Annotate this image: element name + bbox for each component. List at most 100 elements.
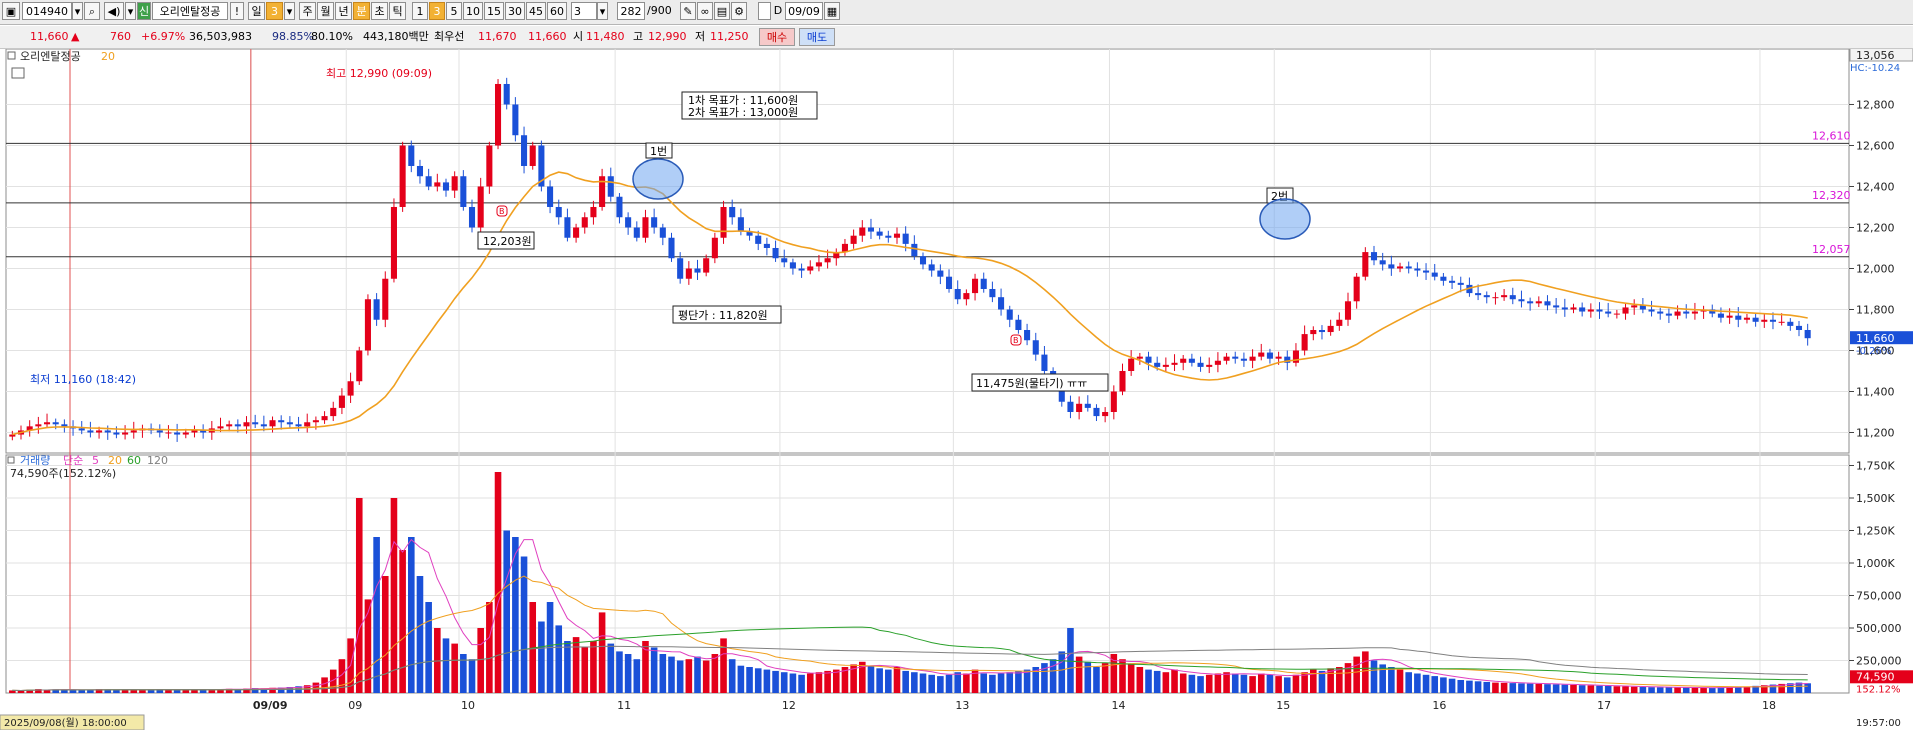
volume-bar [1084,661,1092,693]
candle-body [1691,311,1698,314]
candle-body [1310,329,1317,335]
volume-bar [1526,683,1534,693]
credit-icon: 신 [137,2,151,20]
period-minute-button[interactable]: 분 [353,2,370,20]
d-checkbox[interactable] [758,2,771,20]
stock-name-field[interactable]: 오리엔탈정공 [152,2,228,20]
volume-bar [156,689,164,693]
volume-bar [1405,672,1412,693]
count-dropdown-icon[interactable]: ▾ [597,2,608,20]
panel-menu-icon[interactable] [11,67,25,79]
volume-value: 36,503,983 [189,30,252,43]
volume-bar [659,654,667,693]
minute-3-button[interactable]: 3 [429,2,445,20]
period-tick-button[interactable]: 틱 [389,2,406,20]
candle-body [1396,266,1404,269]
code-input[interactable]: 014940 [22,2,72,20]
volume-bar [1734,686,1742,693]
buy-button[interactable]: 매수 [759,28,795,46]
period-month-button[interactable]: 월 [317,2,334,20]
volume-tick-label: 500,000 [1856,622,1902,635]
candle-body [399,145,406,207]
save-icon[interactable]: ▤ [714,2,730,20]
volume-bar [1648,687,1655,693]
candle-body [1284,356,1291,363]
candle-body [1717,313,1724,318]
volume-bar [702,660,710,693]
candle-body [772,247,779,259]
candle-body [312,420,319,423]
candle-body [61,424,68,427]
candle-body [538,145,545,187]
menu-icon[interactable]: ▣ [2,2,20,20]
bars-input[interactable]: 282 [617,2,645,20]
volume-now-label: 74,590주(152.12%) [10,467,116,480]
volume-legend-ma-label: 단순 [63,454,83,467]
minute-10-button[interactable]: 10 [463,2,483,20]
candle-body [130,430,137,433]
volume-bar [1448,678,1456,693]
candle-body [165,432,172,434]
volume-legend-p60: 60 [127,454,141,467]
period-second-button[interactable]: 초 [371,2,388,20]
candle-body [1102,411,1109,417]
ma20-line [12,171,1808,436]
tools-icon[interactable]: ✎ [680,2,696,20]
volume-bar [1604,685,1612,693]
candle-body [1032,340,1039,355]
candle-body [373,299,380,320]
sell-button[interactable]: 매도 [799,28,835,46]
candle-body [451,176,458,191]
candle-body [1171,362,1178,365]
minute-5-button[interactable]: 5 [446,2,462,20]
volume-bar [1674,687,1681,693]
minute-15-button[interactable]: 15 [484,2,504,20]
x-tick-label: 09/09 [253,699,288,712]
period-week-button[interactable]: 주 [299,2,316,20]
period-year-button[interactable]: 년 [335,2,352,20]
alert-icon[interactable]: ! [230,2,244,20]
candle-body [269,420,276,427]
period-day-button[interactable]: 일 [248,2,265,20]
period-dropdown-icon[interactable]: ▾ [284,2,295,20]
volume-bar [555,625,563,693]
volume-bar [1457,680,1465,693]
minute-30-button[interactable]: 30 [505,2,525,20]
bars-total: /900 [647,4,672,17]
settings-gear-icon[interactable]: ⚙ [731,2,747,20]
volume-bar [980,673,988,693]
minute-1-button[interactable]: 1 [412,2,428,20]
candle-body [191,430,198,433]
volume-bar [607,643,615,693]
candle-body [1752,317,1759,322]
high-value: 12,990 [648,30,687,43]
volume-bar [772,670,779,693]
minute-60-button[interactable]: 60 [547,2,567,20]
volume-bar [1058,651,1066,693]
link-icon[interactable]: ∞ [697,2,713,20]
candle-body [1553,305,1560,308]
count-input[interactable]: 3 [571,2,597,20]
search-icon[interactable]: ⌕ [84,2,100,20]
volume-bar [885,669,892,693]
volume-bar [572,637,580,693]
volume-bar [1145,669,1152,693]
sound-icon[interactable]: ◀) [104,2,124,20]
minute-45-button[interactable]: 45 [526,2,546,20]
candle-body [1527,301,1534,304]
sound-dropdown-icon[interactable]: ▾ [125,2,136,20]
date-input[interactable]: 09/09 [785,2,823,20]
volume-bar [225,688,233,693]
volume-bar [685,659,693,693]
period-day-count-button[interactable]: 3 [266,2,283,20]
calendar-icon[interactable]: ▦ [824,2,840,20]
price-note-label: 12,203원 [483,235,532,248]
volume-bar [1639,687,1647,693]
candle-body [590,206,597,218]
candle-body [182,432,189,435]
candle-body [1093,407,1100,417]
code-dropdown-icon[interactable]: ▾ [72,2,83,20]
volume-bar [1362,651,1369,693]
volume-bar [1136,667,1144,693]
candle-body [234,424,241,427]
